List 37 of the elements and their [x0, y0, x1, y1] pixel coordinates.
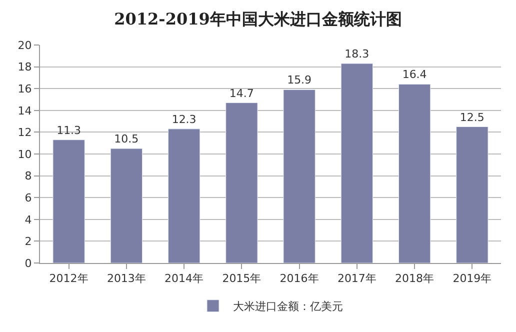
x-tick-label: 2014年 [164, 272, 204, 286]
data-label: 12.3 [172, 112, 196, 126]
y-tick-label: 0 [24, 256, 32, 270]
x-tick-label: 2017年 [337, 272, 376, 286]
data-label: 12.5 [460, 110, 484, 124]
data-label: 16.4 [402, 68, 427, 82]
bar [110, 148, 143, 263]
chart-title: 2012-2019年中国大米进口金额统计图 [114, 9, 402, 28]
y-tick-label: 18 [18, 60, 32, 74]
y-tick-label: 2 [24, 235, 32, 248]
y-tick-label: 14 [18, 104, 32, 118]
y-tick-label: 10 [18, 148, 32, 161]
bar [226, 102, 258, 263]
bar [398, 84, 431, 263]
bar [340, 63, 374, 263]
x-tick-label: 2016年 [280, 272, 319, 286]
data-label: 15.9 [287, 74, 312, 87]
x-tick-label: 2012年 [49, 272, 88, 286]
bar [52, 140, 85, 263]
x-tick-label: 2018年 [395, 272, 434, 286]
y-tick-label: 6 [24, 191, 32, 204]
legend-label: 大米进口金额：亿美元 [233, 300, 343, 314]
x-tick-label: 2019年 [452, 272, 492, 286]
y-tick-label: 8 [24, 170, 32, 183]
bar [456, 126, 488, 263]
x-tick-label: 2015年 [222, 272, 262, 286]
y-tick-label: 20 [18, 38, 32, 52]
x-tick-label: 2013年 [106, 272, 146, 286]
data-label: 18.3 [344, 48, 370, 61]
data-label: 10.5 [114, 132, 139, 146]
data-label: 14.7 [229, 86, 254, 100]
y-tick-label: 12 [18, 126, 32, 140]
y-tick-label: 16 [18, 82, 32, 96]
bar [283, 89, 316, 263]
y-tick-label: 4 [24, 213, 32, 226]
bar [168, 128, 200, 263]
data-label: 11.3 [56, 124, 82, 137]
